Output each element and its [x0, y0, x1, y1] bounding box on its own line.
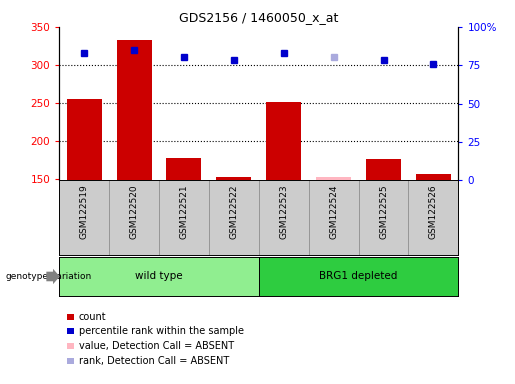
- Text: wild type: wild type: [135, 271, 183, 281]
- Text: BRG1 depleted: BRG1 depleted: [319, 271, 398, 281]
- Bar: [316, 177, 351, 180]
- Bar: [59, 257, 259, 296]
- Text: GSM122524: GSM122524: [329, 184, 338, 239]
- Text: GSM122519: GSM122519: [80, 184, 89, 239]
- Bar: [67, 99, 101, 180]
- Bar: [416, 174, 451, 180]
- Bar: [366, 159, 401, 180]
- Text: count: count: [79, 312, 107, 322]
- Bar: [259, 257, 458, 296]
- Text: value, Detection Call = ABSENT: value, Detection Call = ABSENT: [79, 341, 234, 351]
- Text: GSM122522: GSM122522: [229, 184, 238, 239]
- Bar: [266, 102, 301, 180]
- Text: GSM122520: GSM122520: [130, 184, 139, 239]
- Text: GSM122523: GSM122523: [279, 184, 288, 239]
- Text: GSM122526: GSM122526: [429, 184, 438, 239]
- Text: GSM122521: GSM122521: [179, 184, 188, 239]
- Title: GDS2156 / 1460050_x_at: GDS2156 / 1460050_x_at: [179, 11, 338, 24]
- Text: percentile rank within the sample: percentile rank within the sample: [79, 326, 244, 336]
- Bar: [216, 177, 251, 180]
- Text: rank, Detection Call = ABSENT: rank, Detection Call = ABSENT: [79, 356, 229, 366]
- Text: GSM122525: GSM122525: [379, 184, 388, 239]
- Bar: [166, 158, 201, 180]
- Bar: [116, 40, 151, 180]
- Text: genotype/variation: genotype/variation: [5, 272, 91, 281]
